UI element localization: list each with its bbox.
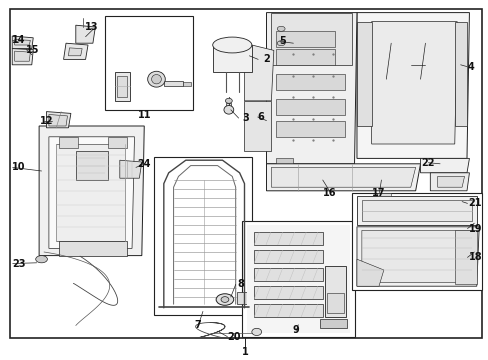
- Polygon shape: [15, 40, 30, 45]
- Ellipse shape: [277, 41, 285, 46]
- Ellipse shape: [216, 294, 233, 305]
- Polygon shape: [361, 200, 471, 221]
- Text: 15: 15: [26, 45, 40, 55]
- Polygon shape: [39, 126, 144, 256]
- Polygon shape: [56, 144, 124, 241]
- Polygon shape: [120, 160, 142, 178]
- Bar: [242, 221, 354, 337]
- Polygon shape: [107, 137, 127, 148]
- Ellipse shape: [36, 256, 47, 263]
- Ellipse shape: [212, 37, 251, 53]
- Text: 23: 23: [12, 258, 26, 269]
- Polygon shape: [437, 176, 464, 187]
- Polygon shape: [15, 51, 30, 61]
- Polygon shape: [12, 49, 33, 65]
- Ellipse shape: [151, 75, 161, 84]
- Polygon shape: [276, 31, 334, 47]
- Polygon shape: [63, 43, 88, 59]
- Polygon shape: [271, 13, 351, 65]
- Text: 22: 22: [421, 158, 434, 168]
- Polygon shape: [276, 49, 334, 65]
- Polygon shape: [246, 225, 349, 333]
- Ellipse shape: [224, 105, 233, 114]
- Bar: [163, 81, 183, 86]
- Polygon shape: [49, 114, 67, 126]
- Polygon shape: [49, 137, 134, 248]
- Text: 17: 17: [371, 188, 385, 198]
- Bar: [105, 16, 193, 110]
- Polygon shape: [76, 25, 95, 43]
- Text: 16: 16: [323, 188, 336, 198]
- Polygon shape: [244, 43, 273, 101]
- Polygon shape: [266, 164, 420, 191]
- Polygon shape: [254, 304, 322, 317]
- Polygon shape: [276, 99, 344, 115]
- Text: 13: 13: [85, 22, 99, 32]
- Ellipse shape: [251, 328, 261, 336]
- Polygon shape: [429, 173, 468, 191]
- Polygon shape: [356, 196, 476, 225]
- Text: 20: 20: [227, 332, 241, 342]
- Text: 8: 8: [237, 279, 244, 289]
- Bar: [226, 103, 231, 108]
- Polygon shape: [371, 22, 456, 144]
- Text: 14: 14: [12, 35, 26, 45]
- Polygon shape: [454, 230, 476, 284]
- Bar: [351, 193, 481, 290]
- Text: 19: 19: [468, 224, 481, 234]
- Bar: [320, 319, 346, 328]
- Ellipse shape: [225, 98, 232, 103]
- Text: 3: 3: [242, 113, 248, 123]
- Polygon shape: [117, 76, 127, 97]
- Polygon shape: [356, 13, 468, 158]
- Bar: [325, 266, 345, 317]
- Polygon shape: [361, 230, 473, 283]
- Polygon shape: [356, 227, 478, 286]
- Polygon shape: [276, 121, 344, 137]
- Bar: [237, 292, 247, 304]
- Polygon shape: [271, 167, 415, 187]
- Ellipse shape: [221, 297, 228, 302]
- Text: 1: 1: [242, 347, 248, 357]
- Polygon shape: [276, 74, 344, 90]
- Bar: [183, 82, 190, 86]
- Polygon shape: [68, 48, 82, 56]
- Polygon shape: [420, 158, 468, 173]
- Text: 9: 9: [292, 325, 299, 336]
- Text: 6: 6: [257, 112, 264, 122]
- Polygon shape: [76, 151, 107, 180]
- Bar: [326, 293, 343, 313]
- Polygon shape: [254, 250, 322, 263]
- Text: 7: 7: [194, 320, 201, 330]
- Polygon shape: [266, 13, 356, 164]
- Polygon shape: [376, 193, 390, 196]
- Polygon shape: [59, 137, 78, 148]
- Text: 4: 4: [467, 62, 473, 72]
- Text: 18: 18: [468, 252, 481, 262]
- Polygon shape: [115, 72, 129, 101]
- Polygon shape: [254, 268, 322, 281]
- Polygon shape: [244, 101, 271, 151]
- Polygon shape: [254, 286, 322, 299]
- Text: 2: 2: [263, 54, 269, 64]
- Text: 10: 10: [12, 162, 26, 172]
- Text: 5: 5: [279, 36, 286, 46]
- Polygon shape: [356, 22, 371, 126]
- Polygon shape: [12, 36, 33, 49]
- Ellipse shape: [277, 26, 285, 31]
- Text: 24: 24: [137, 159, 151, 169]
- Ellipse shape: [147, 71, 165, 87]
- Polygon shape: [276, 158, 293, 164]
- Polygon shape: [454, 22, 466, 126]
- Polygon shape: [356, 259, 383, 286]
- Polygon shape: [59, 241, 127, 256]
- Polygon shape: [254, 232, 322, 245]
- Polygon shape: [212, 45, 251, 72]
- Text: 12: 12: [40, 116, 54, 126]
- Text: 11: 11: [137, 110, 151, 120]
- Polygon shape: [46, 112, 71, 128]
- Text: 21: 21: [468, 198, 481, 208]
- Bar: [154, 157, 251, 315]
